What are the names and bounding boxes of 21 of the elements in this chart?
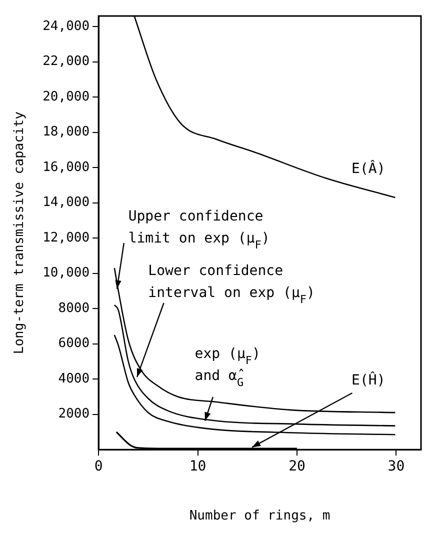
y-tick-label: 20,000 xyxy=(42,89,90,104)
y-tick-label: 12,000 xyxy=(42,230,90,246)
x-axis-title: Number of rings, m xyxy=(189,508,330,524)
y-tick-label: 16,000 xyxy=(42,160,90,175)
y-tick-label: 24,000 xyxy=(42,18,90,34)
x-tick-label: 30 xyxy=(388,458,405,475)
y-tick-label: 8000 xyxy=(58,300,90,316)
x-tick-label: 20 xyxy=(288,458,306,475)
y-tick-label: 6000 xyxy=(58,336,90,352)
y-tick-label: 14,000 xyxy=(42,195,90,210)
line-series xyxy=(114,334,396,436)
annotation: E(Ĥ) xyxy=(352,371,386,388)
y-tick-label: 4000 xyxy=(58,371,90,386)
y-tick-label: 22,000 xyxy=(42,54,90,70)
series-label: E(Â) xyxy=(352,160,386,177)
x-tick-label: 0 xyxy=(94,458,103,475)
x-tick-label: 10 xyxy=(189,458,206,475)
y-tick-label: 18,000 xyxy=(42,124,90,140)
y-tick-label: 10,000 xyxy=(42,266,90,281)
y-axis-title: Long-term transmissive capacity xyxy=(12,111,28,354)
y-tick-label: 2000 xyxy=(58,406,90,422)
